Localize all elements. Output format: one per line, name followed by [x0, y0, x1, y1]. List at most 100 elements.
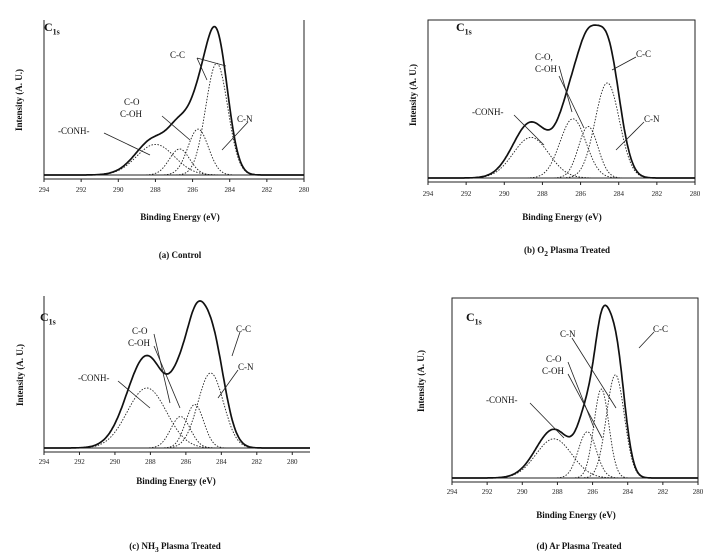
x-tick-label: 282: [658, 488, 669, 496]
leader-line-1: [196, 57, 208, 81]
caption-a: (a) Control: [110, 250, 250, 260]
leader-line-4: [117, 380, 151, 409]
peak-label-b-conh: -CONH-: [472, 107, 504, 117]
leader-line-2: [153, 333, 171, 404]
caption-sub: 3: [155, 544, 159, 554]
x-tick-label: 294: [423, 190, 434, 198]
x-tick-label: 282: [652, 190, 663, 198]
core-label-c: C1s: [40, 310, 56, 326]
component-peak-2: [428, 118, 695, 179]
leader-line-3: [567, 373, 603, 439]
peak-label-d-conh: -CONH-: [486, 395, 518, 405]
caption-text: (a) Control: [158, 250, 202, 260]
x-tick-label: 292: [76, 186, 87, 194]
caption-d: (d) Ar Plasma Treated: [504, 541, 654, 551]
x-tick-label: 290: [499, 190, 510, 198]
panel-b: 294 292 290 288 286 284 282 280 C1s Intensity (…: [354, 0, 708, 278]
peak-label-a-co: C-O: [124, 97, 140, 107]
plot-frame: [451, 297, 699, 483]
x-tick-label: 284: [224, 186, 235, 194]
caption-text: (b) O: [524, 245, 545, 255]
component-peak-1: [428, 126, 695, 179]
core-label-sub: 1s: [464, 27, 472, 37]
caption-text: (c) NH: [129, 541, 155, 551]
core-label-b: C1s: [456, 20, 472, 36]
x-tick-label: 280: [287, 458, 298, 466]
x-axis-label-b: Binding Energy (eV): [522, 212, 602, 222]
component-peak-2: [44, 148, 304, 176]
x-tick-label: 288: [552, 488, 563, 496]
peak-label-a-cc: C-C: [170, 50, 186, 60]
component-peak-0: [452, 374, 698, 479]
component-peak-0: [428, 82, 695, 179]
x-tick-label: 288: [145, 458, 156, 466]
x-tick-label: 290: [110, 458, 121, 466]
peak-label-b-cn: C-N: [644, 114, 660, 124]
envelope-curve: [44, 25, 304, 176]
component-peak-3: [428, 136, 695, 179]
chart-c: 294 292 290 288 286 284 282 280: [39, 296, 310, 466]
chart-a: 294 292 290 288 286 284 282 280: [39, 20, 310, 194]
chart-b: 294 292 290 288 286 284 282 280: [423, 19, 701, 198]
leader-line-2: [567, 361, 595, 429]
x-tick-label: 282: [262, 186, 273, 194]
peak-label-b-cc: C-C: [636, 49, 652, 59]
component-peak-1: [44, 404, 310, 449]
component-peak-3: [44, 143, 304, 176]
peak-label-c-cn: C-N: [238, 362, 254, 372]
leader-line-2: [221, 121, 249, 151]
component-peak-0: [44, 372, 310, 449]
y-axis-label-a: Intensity (A. U.): [14, 69, 24, 131]
x-tick-label: 286: [187, 186, 198, 194]
caption-text: (d) Ar Plasma Treated: [536, 541, 622, 551]
peak-label-d-cn: C-N: [560, 329, 576, 339]
y-axis-label-c: Intensity (A. U.): [15, 344, 25, 406]
leader-line-1: [217, 369, 239, 399]
x-tick-label: 292: [482, 488, 493, 496]
x-tick-label: 288: [537, 190, 548, 198]
core-label-text: C: [466, 310, 475, 324]
core-label-a: C1s: [44, 20, 60, 36]
x-tick-label: 290: [517, 488, 528, 496]
x-tick-label: 280: [299, 186, 310, 194]
component-peak-2: [452, 431, 698, 479]
x-axis-label-d: Binding Energy (eV): [536, 510, 616, 520]
leader-line-4: [529, 402, 565, 439]
peak-label-c-coh: C-OH: [128, 338, 150, 348]
peak-label-c-co: C-O: [132, 326, 148, 336]
peak-label-c-conh: -CONH-: [78, 373, 110, 383]
panel-c: 294 292 290 288 286 284 282 280 C1s Intensity (…: [0, 278, 354, 557]
x-axis-label-c: Binding Energy (eV): [136, 476, 216, 486]
core-label-sub: 1s: [474, 317, 482, 327]
envelope-curve: [44, 300, 310, 449]
plot-frame: [427, 19, 696, 183]
x-tick-label: 290: [113, 186, 124, 194]
peak-label-b-co: C-O,: [535, 52, 553, 62]
caption-b: (b) O2 Plasma Treated: [492, 245, 642, 258]
x-tick-label: 292: [74, 458, 85, 466]
x-tick-label: 286: [181, 458, 192, 466]
leader-line-3: [558, 75, 585, 129]
panel-d: 294 292 290 288 286 284 282 280 C1s Intensity (…: [354, 278, 708, 557]
x-tick-label: 292: [461, 190, 472, 198]
core-label-text: C: [44, 20, 53, 34]
x-tick-label: 284: [613, 190, 624, 198]
leader-line-4: [513, 114, 545, 146]
leader-line-3: [153, 345, 181, 409]
x-tick-label: 294: [447, 488, 458, 496]
core-label-sub: 1s: [48, 317, 56, 327]
peak-label-d-coh: C-OH: [542, 366, 564, 376]
core-label-d: C1s: [466, 310, 482, 326]
leader-line-0: [611, 56, 637, 71]
peak-label-c-cc: C-C: [236, 324, 252, 334]
peak-label-d-cc: C-C: [653, 324, 669, 334]
x-tick-label: 280: [693, 488, 704, 496]
component-peak-0: [44, 62, 304, 176]
component-peak-3: [452, 438, 698, 479]
x-tick-label: 294: [39, 186, 50, 194]
panel-a: 294 292 290 288 286 284 282 280 C1s Intensity (…: [0, 0, 354, 278]
leader-line-0: [196, 57, 227, 67]
caption-sub: 2: [544, 248, 548, 258]
leader-line-0: [231, 331, 241, 357]
leader-line-1: [615, 121, 645, 151]
